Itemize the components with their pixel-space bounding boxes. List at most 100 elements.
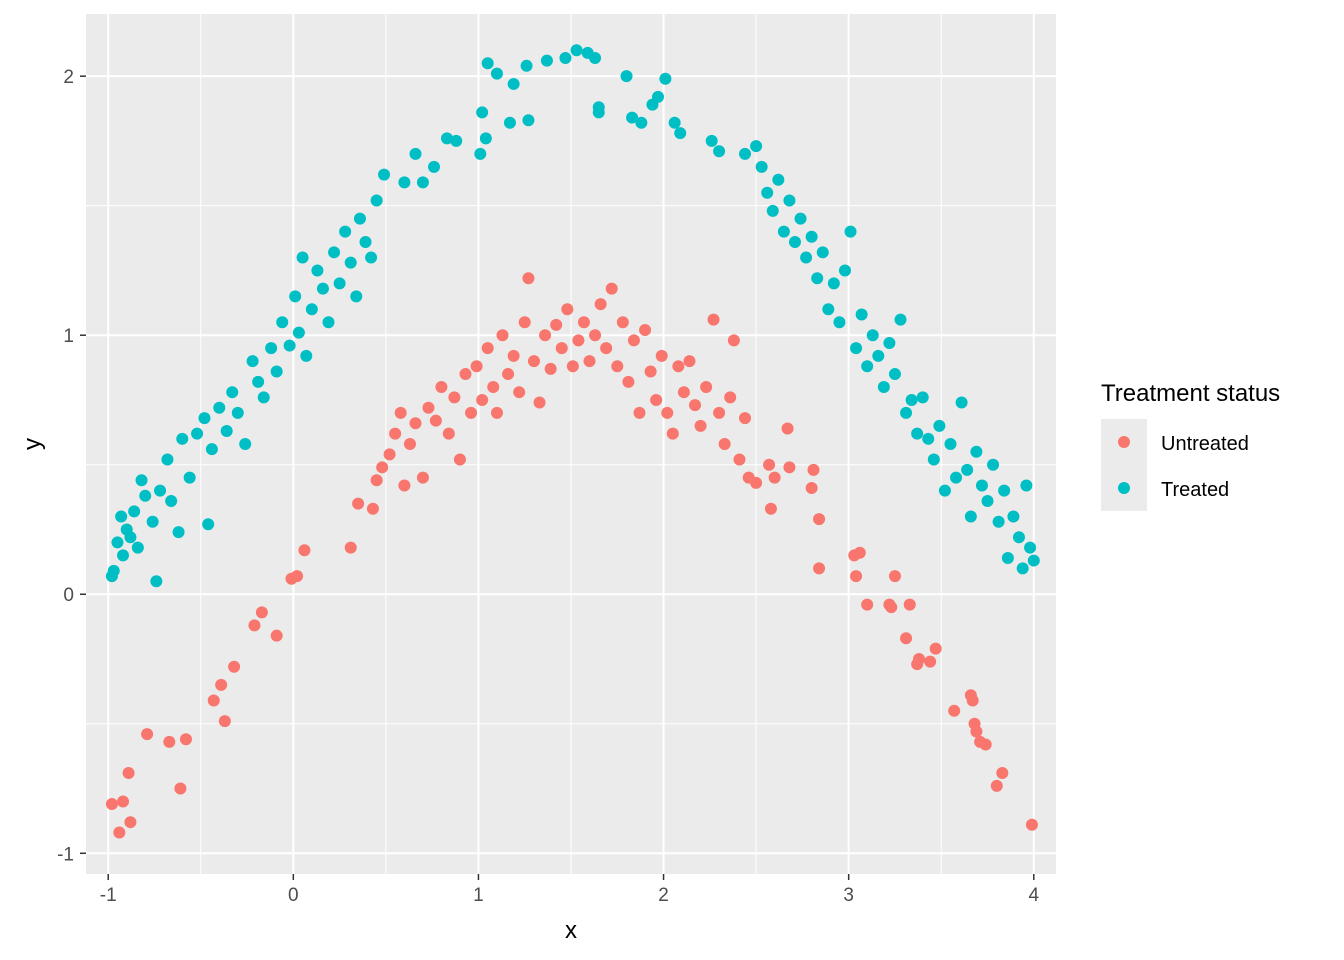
point-treated <box>592 106 605 119</box>
point-untreated <box>611 360 624 373</box>
point-untreated <box>783 461 796 474</box>
point-treated <box>107 564 120 577</box>
point-treated <box>540 54 553 67</box>
point-untreated <box>544 362 557 375</box>
point-treated <box>172 526 185 539</box>
point-treated <box>861 360 874 373</box>
point-untreated <box>888 570 901 583</box>
point-treated <box>305 303 318 316</box>
point-untreated <box>270 629 283 642</box>
y-tick-label: 0 <box>63 585 74 606</box>
point-untreated <box>555 342 568 355</box>
point-treated <box>146 515 159 528</box>
point-untreated <box>781 422 794 435</box>
point-treated <box>117 549 130 562</box>
point-untreated <box>527 355 540 368</box>
point-treated <box>409 147 422 160</box>
point-treated <box>1016 562 1029 575</box>
point-untreated <box>764 502 777 515</box>
point-treated <box>961 463 974 476</box>
point-untreated <box>403 438 416 450</box>
point-treated <box>296 251 309 264</box>
point-treated <box>866 329 879 342</box>
point-untreated <box>903 598 916 611</box>
point-untreated <box>724 391 737 404</box>
point-treated <box>115 510 128 523</box>
point-untreated <box>672 360 685 373</box>
point-treated <box>916 391 929 404</box>
point-treated <box>800 251 813 264</box>
point-treated <box>322 316 335 329</box>
x-tick-label: 3 <box>843 885 854 906</box>
point-untreated <box>850 570 863 583</box>
point-treated <box>713 145 726 158</box>
point-treated <box>220 425 233 438</box>
point-untreated <box>117 795 130 808</box>
legend-label-untreated: Untreated <box>1161 433 1249 455</box>
point-untreated <box>228 660 241 673</box>
point-treated <box>905 393 918 406</box>
x-tick-label: -1 <box>100 885 117 906</box>
point-untreated <box>718 438 731 450</box>
point-treated <box>276 316 289 329</box>
point-untreated <box>255 606 268 619</box>
data-points <box>105 44 1040 839</box>
point-treated <box>416 176 429 189</box>
point-untreated <box>885 601 898 614</box>
point-untreated <box>694 419 707 432</box>
point-untreated <box>352 497 365 510</box>
point-treated <box>783 194 796 207</box>
x-axis: -1 0 1 2 3 4 <box>100 874 1039 906</box>
point-treated <box>135 474 148 487</box>
point-untreated <box>577 316 590 329</box>
point-treated <box>992 515 1005 528</box>
point-untreated <box>124 816 137 829</box>
point-untreated <box>298 544 311 557</box>
point-treated <box>490 67 503 80</box>
legend-label-treated: Treated <box>1161 479 1229 501</box>
point-untreated <box>707 313 720 326</box>
point-untreated <box>122 766 135 779</box>
point-treated <box>292 326 305 339</box>
point-untreated <box>291 570 304 583</box>
point-untreated <box>174 782 187 795</box>
point-treated <box>883 336 896 349</box>
point-untreated <box>677 386 690 399</box>
point-treated <box>850 342 863 355</box>
point-untreated <box>627 334 640 347</box>
point-treated <box>739 147 752 160</box>
point-untreated <box>476 393 489 406</box>
point-treated <box>668 116 681 129</box>
point-treated <box>772 173 785 186</box>
point-treated <box>339 225 352 238</box>
x-tick-label: 1 <box>473 885 484 906</box>
point-untreated <box>389 427 402 440</box>
point-treated <box>1020 479 1033 492</box>
point-treated <box>620 70 633 83</box>
point-untreated <box>470 360 483 373</box>
point-untreated <box>622 375 635 388</box>
point-untreated <box>398 479 411 492</box>
point-treated <box>191 427 204 440</box>
point-untreated <box>583 355 596 368</box>
point-treated <box>900 406 913 419</box>
point-treated <box>183 471 196 484</box>
point-untreated <box>913 653 926 665</box>
point-treated <box>161 453 174 466</box>
point-untreated <box>218 715 231 728</box>
point-treated <box>1007 510 1020 523</box>
point-treated <box>428 160 441 173</box>
point-treated <box>481 57 494 70</box>
point-untreated <box>522 272 535 285</box>
point-treated <box>265 342 278 355</box>
point-treated <box>844 225 857 238</box>
point-untreated <box>539 329 552 342</box>
point-treated <box>1001 551 1014 564</box>
point-treated <box>365 251 378 264</box>
point-untreated <box>739 412 752 425</box>
point-untreated <box>594 298 607 311</box>
point-treated <box>927 453 940 466</box>
point-untreated <box>661 406 674 419</box>
point-untreated <box>533 396 546 409</box>
